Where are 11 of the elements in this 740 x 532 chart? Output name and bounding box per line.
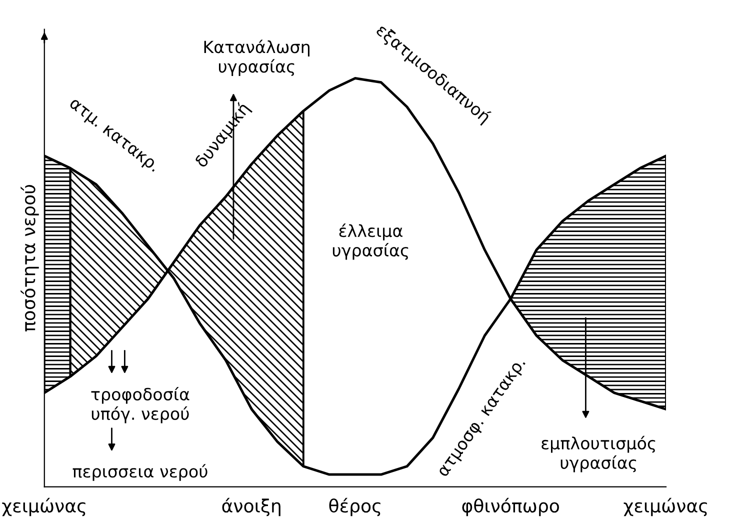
x-tick-label: άνοιξη (222, 498, 280, 516)
annotation: έλλειμα υγρασίας (332, 224, 408, 260)
x-tick-label: χειμώνας (2, 498, 86, 516)
x-tick-label: θέρος (329, 498, 380, 516)
text: Κατανάλωση υγρασίας (204, 40, 310, 76)
x-tick-label: φθινόπωρο (462, 498, 559, 516)
y-axis-title: ποσότητα νερού (20, 185, 39, 332)
x-tick-label: χειμώνας (624, 498, 707, 516)
annotation: περισσεια νερού (72, 464, 208, 481)
annotation: τροφοδοσία υπόγ. νερού (91, 386, 190, 424)
annotation: εμπλουτισμός υγρασίας (542, 436, 656, 472)
